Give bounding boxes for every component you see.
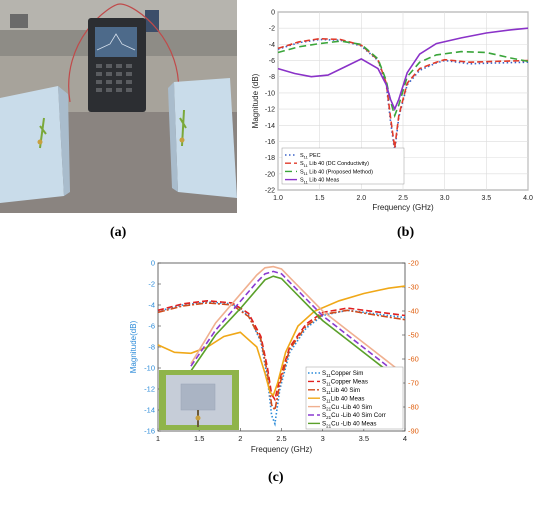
legend-label: S11 Lib 40 Meas	[300, 178, 340, 185]
y-tick-label: -20	[265, 171, 275, 178]
x-tick-label: 1.5	[194, 434, 204, 443]
legend-label: S11 PEC	[300, 153, 321, 160]
x-tick-label: 3.0	[440, 195, 450, 202]
x-tick-label: 3.5	[481, 195, 491, 202]
y-tick-label: -2	[148, 280, 155, 289]
x-tick-label: 2	[238, 434, 242, 443]
y-tick-label: -6	[148, 322, 155, 331]
legend-box	[281, 147, 405, 185]
chart-b: 1.0 1.5 2.0 2.5 3.0 3.5 4.0 0 -2 -4 -6 -8 -10 -12 -14 -…	[251, 10, 533, 213]
y-tick-label: -10	[265, 90, 275, 97]
y-tick-label: -14	[265, 123, 275, 130]
y-tick-label: -8	[269, 74, 275, 81]
x-tick-label: 1.5	[315, 195, 325, 202]
y-tick-label: 0	[271, 10, 275, 17]
y-tick-label: -14	[144, 406, 155, 415]
x-tick-label: 4	[403, 434, 407, 443]
x-axis-label: Frequency (GHz)	[251, 445, 313, 454]
y-tick-label: -4	[148, 301, 155, 310]
y2-tick-label: -20	[408, 259, 419, 268]
legend-box	[305, 366, 404, 430]
y-tick-label: -2	[269, 26, 275, 33]
series-line-s21cu-lib-40-sim-corr	[190, 270, 398, 375]
inset-connector	[195, 415, 201, 421]
series-line-s11lib-40-meas	[157, 285, 406, 397]
legend-label: S21Cu -Lib 40 Meas	[322, 421, 377, 429]
x-tick-label: 2.5	[398, 195, 408, 202]
legend-label: S11 Lib 40 (DC Conductivity)	[300, 161, 369, 168]
y-tick-label: -6	[269, 58, 275, 65]
y2-tick-label: -90	[408, 427, 419, 436]
legend-label: S11Lib 40 Sim	[322, 387, 360, 395]
measurement-setup-photo	[0, 0, 237, 213]
y-tick-label: -12	[144, 385, 155, 394]
y2-tick-label: -80	[408, 403, 419, 412]
series-line-s11lib-40-sim	[157, 302, 406, 413]
y-tick-label: -22	[265, 188, 275, 195]
y2-tick-label: -70	[408, 379, 419, 388]
y2-tick-label: -60	[408, 355, 419, 364]
series-line-s11-lib-40-dc-conductivity	[277, 37, 529, 149]
x-tick-label: 3	[321, 434, 325, 443]
inset-patch	[180, 383, 216, 411]
x-tick-label: 3.5	[359, 434, 369, 443]
x-tick-label: 1	[156, 434, 160, 443]
legend-label: S21Cu -Lib 40 Sim Corr	[322, 412, 386, 420]
chart-c: 1 1.5 2 2.5 3 3.5 4 0 -2 -4 -6 -8 -10 -12 -14 -16 -20 -30…	[129, 259, 419, 455]
y-tick-label: -12	[265, 107, 275, 114]
y2-tick-label: -30	[408, 283, 419, 292]
legend-label: S11Lib 40 Meas	[322, 395, 364, 403]
y2-tick-label: -40	[408, 307, 419, 316]
x-tick-label: 2.5	[276, 434, 286, 443]
series-line-s11-lib-40-meas	[277, 27, 529, 112]
y-tick-label: 0	[151, 259, 155, 268]
series-line-s21cu-lib-40-meas	[190, 275, 398, 379]
series-line-s11-lib-40-proposed-method	[277, 40, 529, 119]
x-tick-label: 1.0	[273, 195, 283, 202]
y-tick-label: -16	[265, 139, 275, 146]
y2-tick-label: -50	[408, 331, 419, 340]
x-tick-label: 2.0	[356, 195, 366, 202]
legend-label: S11Copper Meas	[322, 379, 368, 387]
legend-label: S11 Lib 40 (Proposed Method)	[300, 169, 373, 176]
legend-label: S11Copper Sim	[322, 370, 363, 378]
y-tick-label: -18	[265, 155, 275, 162]
x-tick-label: 4.0	[523, 195, 533, 202]
y-tick-label: -10	[144, 364, 155, 373]
y-axis-label: Magnitude (dB)	[251, 73, 260, 128]
y-axis-label: Magnitude(dB)	[129, 320, 138, 373]
measurement-setup-illustration	[0, 0, 237, 213]
caption-a: (a)	[110, 225, 127, 240]
series-line-s21cu-lib-40-sim	[190, 265, 398, 370]
x-axis-label: Frequency (GHz)	[372, 203, 434, 212]
series-line-s11copper-meas	[157, 299, 406, 402]
caption-c: (c)	[268, 470, 284, 485]
caption-b: (b)	[397, 225, 415, 240]
y-tick-label: -4	[269, 42, 275, 49]
y-tick-label: -16	[144, 427, 155, 436]
legend-label: S21Cu -Lib 40 Sim	[322, 404, 372, 412]
y-tick-label: -8	[148, 343, 155, 352]
